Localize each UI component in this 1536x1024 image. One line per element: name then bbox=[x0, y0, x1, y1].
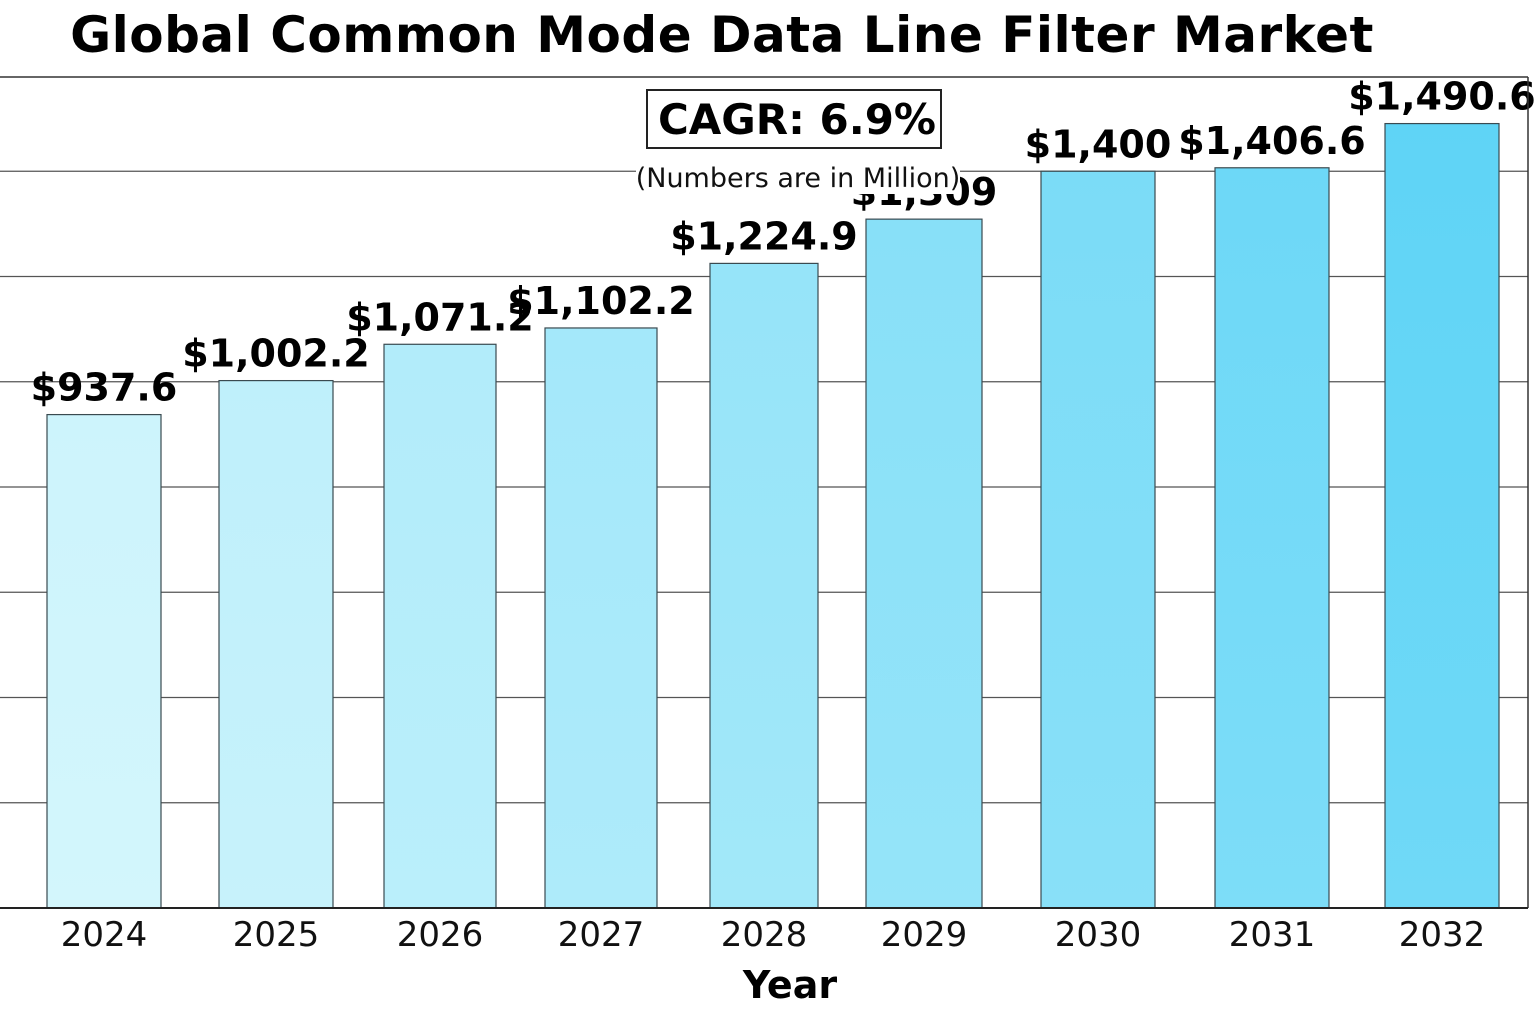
value-label-2025: $1,002.2 bbox=[182, 332, 370, 376]
chart-title: Global Common Mode Data Line Filter Mark… bbox=[70, 6, 1374, 64]
bar-2030 bbox=[1040, 170, 1156, 909]
value-label-2027: $1,102.2 bbox=[507, 279, 695, 323]
x-tick-2026: 2026 bbox=[397, 915, 484, 955]
bars bbox=[46, 122, 1500, 909]
x-tick-2024: 2024 bbox=[61, 915, 148, 955]
bar-2024 bbox=[46, 413, 162, 909]
bar-2025 bbox=[218, 379, 334, 909]
value-label-2032: $1,490.6 bbox=[1348, 75, 1536, 119]
bar-2031 bbox=[1214, 167, 1330, 909]
value-label-2031: $1,406.6 bbox=[1178, 119, 1366, 163]
x-tick-2029: 2029 bbox=[881, 915, 968, 955]
x-tick-2031: 2031 bbox=[1229, 915, 1316, 955]
x-tick-2032: 2032 bbox=[1399, 915, 1486, 955]
x-tick-2030: 2030 bbox=[1055, 915, 1142, 955]
bar-2026 bbox=[383, 343, 497, 909]
note-background bbox=[636, 158, 960, 194]
cagr-box bbox=[646, 89, 942, 149]
bar-2027 bbox=[544, 327, 658, 909]
value-label-2024: $937.6 bbox=[31, 366, 178, 410]
x-axis-ticks: 2024 2025 2026 2027 2028 2029 2030 2031 2032 bbox=[61, 915, 1486, 955]
bar-2032 bbox=[1384, 122, 1500, 909]
x-tick-2025: 2025 bbox=[233, 915, 320, 955]
value-label-2028: $1,224.9 bbox=[670, 214, 858, 258]
x-tick-2027: 2027 bbox=[558, 915, 645, 955]
value-label-2026: $1,071.2 bbox=[346, 295, 534, 339]
x-tick-2028: 2028 bbox=[721, 915, 808, 955]
bar-2029 bbox=[865, 218, 983, 909]
value-label-2030: $1,400 bbox=[1025, 122, 1172, 166]
units-note: (Numbers are in Million) bbox=[636, 163, 961, 194]
x-axis-title: Year bbox=[742, 963, 837, 1007]
cagr-text: CAGR: 6.9% bbox=[658, 95, 936, 144]
bar-2028 bbox=[709, 262, 819, 909]
cagr-annotation: CAGR: 6.9% bbox=[646, 89, 942, 149]
